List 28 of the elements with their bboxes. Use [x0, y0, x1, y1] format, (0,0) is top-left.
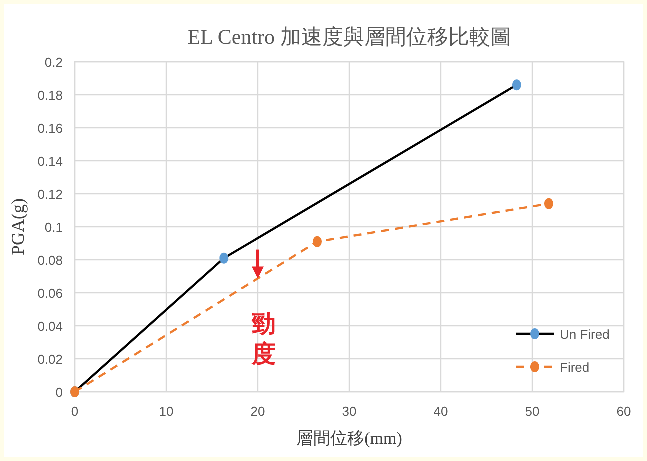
y-tick-label: 0.02 — [38, 352, 63, 367]
legend-label: Un Fired — [560, 327, 610, 342]
x-tick-label: 30 — [342, 404, 357, 419]
legend-label: Fired — [560, 360, 590, 375]
y-tick-label: 0.1 — [44, 220, 63, 235]
y-tick-label: 0.12 — [38, 187, 63, 202]
point — [544, 198, 554, 210]
y-tick-label: 0.18 — [38, 88, 63, 103]
y-axis-title: PGA(g) — [8, 198, 28, 256]
x-tick-label: 0 — [71, 404, 79, 419]
y-tick-label: 0.06 — [38, 286, 63, 301]
point — [312, 236, 322, 248]
y-tick-label: 0 — [56, 385, 63, 400]
x-tick-label: 20 — [250, 404, 266, 419]
x-tick-label: 60 — [616, 404, 632, 419]
y-tick-label: 0.14 — [38, 154, 63, 169]
y-tick-label: 0.08 — [38, 253, 63, 268]
x-tick-label: 50 — [525, 404, 540, 419]
chart-title: EL Centro 加速度與層間位移比較圖 — [188, 25, 512, 49]
point — [512, 80, 522, 91]
y-tick-label: 0.2 — [44, 55, 63, 70]
y-tick-label: 0.16 — [38, 121, 63, 136]
x-tick-label: 40 — [434, 404, 448, 419]
annotation: 勁度 — [251, 310, 276, 368]
y-tick-label: 0.04 — [38, 319, 63, 334]
x-tick-label: 10 — [159, 404, 174, 419]
point — [220, 252, 229, 264]
x-axis-title: 層間位移(mm) — [296, 429, 402, 448]
